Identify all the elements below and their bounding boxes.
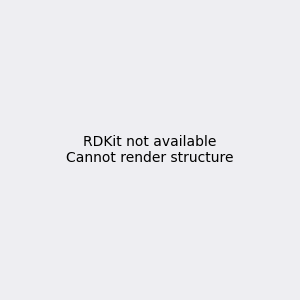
Text: RDKit not available
Cannot render structure: RDKit not available Cannot render struct… [66,135,234,165]
